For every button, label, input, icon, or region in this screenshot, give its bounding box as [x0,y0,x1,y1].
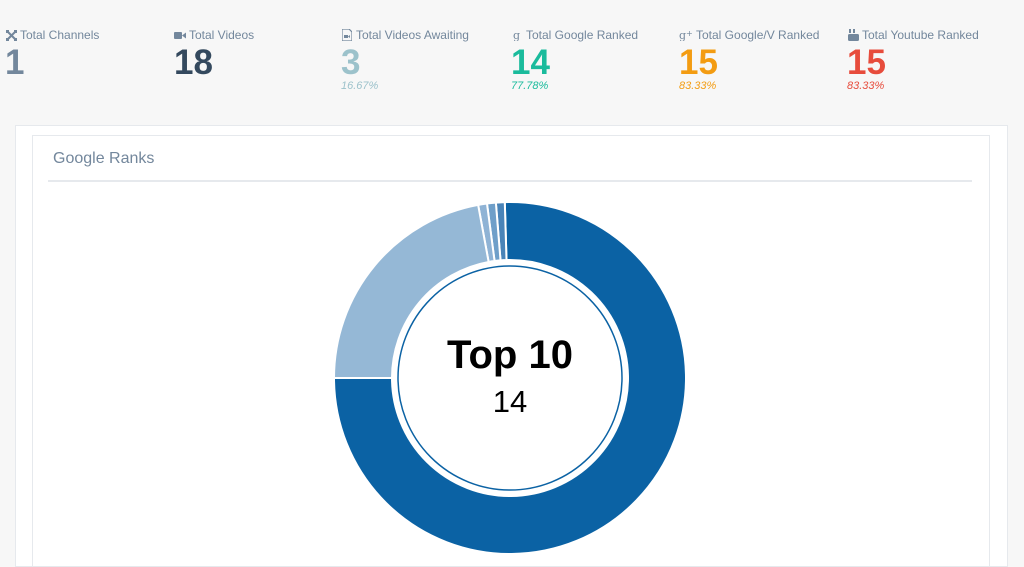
stat-percent: 77.78% [511,80,549,92]
stat-value: 14 [511,43,550,82]
stat-label: Total Youtube Ranked [862,28,979,42]
stat-label: Total Google Ranked [526,28,639,42]
donut-segment-5[interactable] [332,203,490,379]
donut-inner-ring [397,265,623,491]
stat-value: 18 [174,43,213,82]
svg-text:+: + [686,29,693,38]
file-video-icon [341,29,353,41]
stat-value: 15 [847,43,886,82]
stat-percent: 83.33% [679,80,717,92]
svg-text:g: g [679,29,686,41]
stat-label: Total Google/V Ranked [696,28,820,42]
stat-percent: 83.33% [847,80,885,92]
stat-percent: 16.67% [341,80,379,92]
sitemap-icon [5,29,17,41]
stat-total-youtube-ranked: Total Youtube Ranked 15 83.33% [847,28,979,92]
stat-total-google-ranked: g Total Google Ranked 14 77.78% [511,28,638,92]
stat-label: Total Videos [189,28,255,42]
donut-center-value: 14 [493,384,527,419]
stat-total-channels: Total Channels 1 [5,28,99,83]
stat-total-videos-awaiting: Total Videos Awaiting 3 16.67% [341,28,469,92]
panel-divider [48,180,972,182]
stat-label: Total Videos Awaiting [356,28,469,42]
stat-value: 3 [341,43,361,82]
stat-value: 1 [5,43,25,82]
youtube-icon [847,29,859,41]
stat-value: 15 [679,43,718,82]
donut-center-label: Top 10 [447,333,573,377]
video-camera-icon [174,29,186,41]
svg-text:g: g [513,29,520,41]
donut-segment-1[interactable] [332,201,687,555]
google-plus-icon: g + [679,29,693,41]
google-icon: g [511,29,523,41]
stat-total-videos: Total Videos 18 [174,28,254,83]
google-ranks-donut-chart: Top 10 14 [332,201,687,555]
stat-label: Total Channels [20,28,100,42]
stats-row: Total Channels 1 Total Videos 18 Total V… [0,0,1024,120]
stat-total-google-v-ranked: g + Total Google/V Ranked 15 83.33% [679,28,819,92]
panel-title: Google Ranks [53,150,155,167]
